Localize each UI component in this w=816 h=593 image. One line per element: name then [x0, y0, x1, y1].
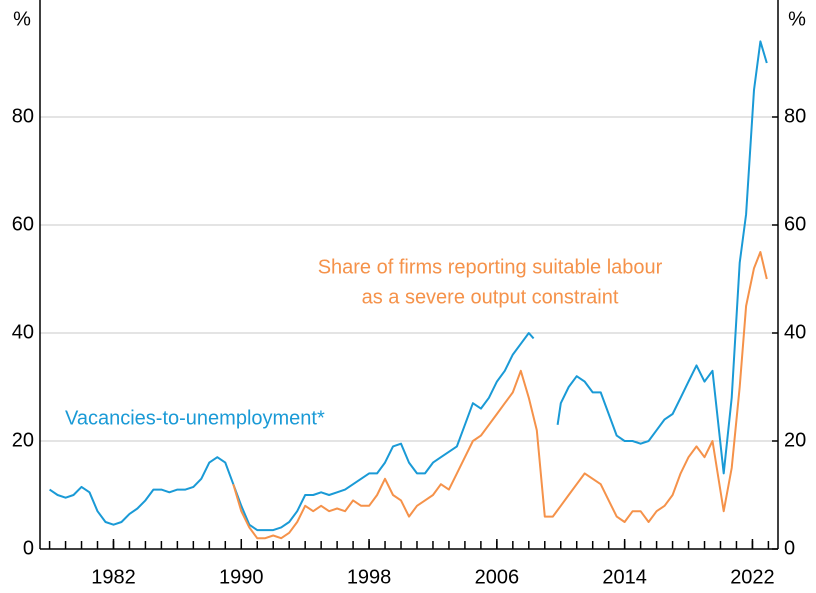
- y2-tick-label: 60: [784, 213, 806, 235]
- x-tick-label: 1990: [219, 566, 264, 588]
- x-tick-label: 2006: [475, 566, 520, 588]
- y2-tick-label: 20: [784, 429, 806, 451]
- annotation: Vacancies-to-unemployment*: [65, 407, 325, 429]
- y-tick-label: 0: [23, 537, 34, 559]
- x-tick-label: 2014: [602, 566, 647, 588]
- y2-tick-label: 40: [784, 321, 806, 343]
- y2-axis-label: %: [788, 8, 806, 30]
- series-line: [49, 40, 768, 532]
- x-tick-label: 1998: [347, 566, 392, 588]
- y-tick-label: 80: [12, 105, 34, 127]
- annotation: as a severe output constraint: [362, 286, 619, 308]
- y-tick-label: 40: [12, 321, 34, 343]
- y-axis-label: %: [13, 8, 31, 30]
- y2-tick-label: 0: [784, 537, 795, 559]
- y-tick-label: 60: [12, 213, 34, 235]
- series-line: [232, 251, 768, 540]
- annotation: Share of firms reporting suitable labour: [318, 256, 663, 278]
- y-tick-label: 20: [12, 429, 34, 451]
- x-tick-label: 1982: [91, 566, 136, 588]
- y2-tick-label: 80: [784, 105, 806, 127]
- x-tick-label: 2022: [730, 566, 775, 588]
